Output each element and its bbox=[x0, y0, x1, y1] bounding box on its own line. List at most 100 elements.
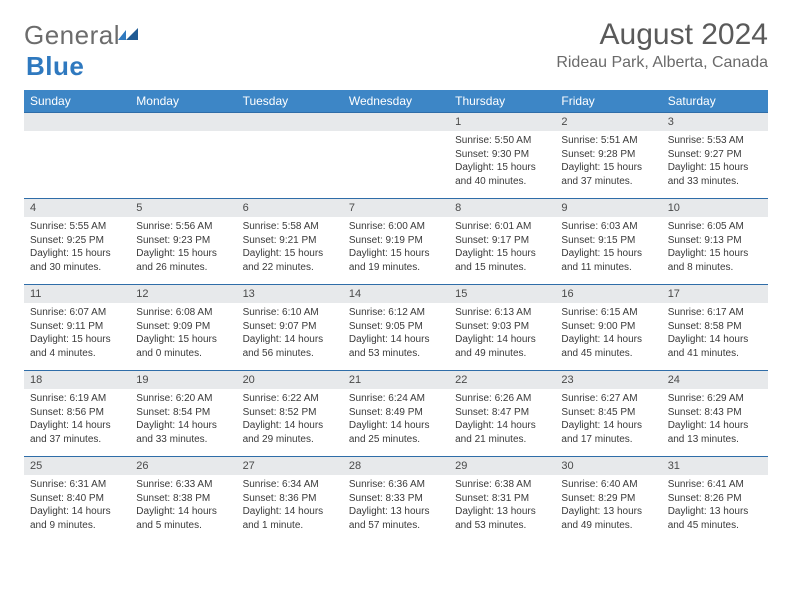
day-details: Sunrise: 5:58 AMSunset: 9:21 PMDaylight:… bbox=[237, 217, 343, 278]
sunset: Sunset: 8:49 PM bbox=[349, 406, 443, 420]
day-number: 30 bbox=[555, 457, 661, 475]
day-number: 31 bbox=[662, 457, 768, 475]
sunset: Sunset: 8:54 PM bbox=[136, 406, 230, 420]
day-details: Sunrise: 5:56 AMSunset: 9:23 PMDaylight:… bbox=[130, 217, 236, 278]
daylight: Daylight: 14 hours and 25 minutes. bbox=[349, 419, 443, 446]
day-number: 26 bbox=[130, 457, 236, 475]
day-number: 5 bbox=[130, 199, 236, 217]
day-details: Sunrise: 6:15 AMSunset: 9:00 PMDaylight:… bbox=[555, 303, 661, 364]
sunrise: Sunrise: 6:41 AM bbox=[668, 478, 762, 492]
flag-icon bbox=[118, 20, 142, 36]
sunrise: Sunrise: 6:31 AM bbox=[30, 478, 124, 492]
day-number: 18 bbox=[24, 371, 130, 389]
day-number: 25 bbox=[24, 457, 130, 475]
day-number: 16 bbox=[555, 285, 661, 303]
daylight: Daylight: 15 hours and 19 minutes. bbox=[349, 247, 443, 274]
day-details: Sunrise: 6:38 AMSunset: 8:31 PMDaylight:… bbox=[449, 475, 555, 536]
logo-text: General Blue bbox=[24, 18, 142, 82]
calendar-cell: 10Sunrise: 6:05 AMSunset: 9:13 PMDayligh… bbox=[662, 199, 768, 285]
location: Rideau Park, Alberta, Canada bbox=[556, 54, 768, 72]
sunrise: Sunrise: 6:38 AM bbox=[455, 478, 549, 492]
daylight: Daylight: 13 hours and 49 minutes. bbox=[561, 505, 655, 532]
sunrise: Sunrise: 6:22 AM bbox=[243, 392, 337, 406]
sunrise: Sunrise: 6:34 AM bbox=[243, 478, 337, 492]
sunrise: Sunrise: 5:56 AM bbox=[136, 220, 230, 234]
calendar-cell: 13Sunrise: 6:10 AMSunset: 9:07 PMDayligh… bbox=[237, 285, 343, 371]
daylight: Daylight: 14 hours and 5 minutes. bbox=[136, 505, 230, 532]
calendar-row: 1Sunrise: 5:50 AMSunset: 9:30 PMDaylight… bbox=[24, 113, 768, 199]
day-number: 19 bbox=[130, 371, 236, 389]
day-number: 20 bbox=[237, 371, 343, 389]
weekday-header: Sunday bbox=[24, 90, 130, 113]
sunset: Sunset: 8:33 PM bbox=[349, 492, 443, 506]
day-details: Sunrise: 5:55 AMSunset: 9:25 PMDaylight:… bbox=[24, 217, 130, 278]
day-number: 3 bbox=[662, 113, 768, 131]
day-details: Sunrise: 6:36 AMSunset: 8:33 PMDaylight:… bbox=[343, 475, 449, 536]
logo-part1: General bbox=[24, 20, 120, 50]
sunrise: Sunrise: 6:26 AM bbox=[455, 392, 549, 406]
weekday-header: Thursday bbox=[449, 90, 555, 113]
day-number: 12 bbox=[130, 285, 236, 303]
calendar-cell: 16Sunrise: 6:15 AMSunset: 9:00 PMDayligh… bbox=[555, 285, 661, 371]
sunset: Sunset: 9:21 PM bbox=[243, 234, 337, 248]
sunrise: Sunrise: 6:17 AM bbox=[668, 306, 762, 320]
day-number: 29 bbox=[449, 457, 555, 475]
sunset: Sunset: 9:09 PM bbox=[136, 320, 230, 334]
calendar-cell: 18Sunrise: 6:19 AMSunset: 8:56 PMDayligh… bbox=[24, 371, 130, 457]
day-details: Sunrise: 6:40 AMSunset: 8:29 PMDaylight:… bbox=[555, 475, 661, 536]
day-number: 9 bbox=[555, 199, 661, 217]
sunrise: Sunrise: 6:10 AM bbox=[243, 306, 337, 320]
day-details bbox=[343, 131, 449, 149]
daylight: Daylight: 15 hours and 4 minutes. bbox=[30, 333, 124, 360]
day-details bbox=[24, 131, 130, 149]
sunset: Sunset: 9:11 PM bbox=[30, 320, 124, 334]
weekday-header: Friday bbox=[555, 90, 661, 113]
day-details: Sunrise: 6:26 AMSunset: 8:47 PMDaylight:… bbox=[449, 389, 555, 450]
sunrise: Sunrise: 5:55 AM bbox=[30, 220, 124, 234]
sunrise: Sunrise: 6:36 AM bbox=[349, 478, 443, 492]
daylight: Daylight: 14 hours and 45 minutes. bbox=[561, 333, 655, 360]
calendar-cell: 6Sunrise: 5:58 AMSunset: 9:21 PMDaylight… bbox=[237, 199, 343, 285]
calendar-row: 4Sunrise: 5:55 AMSunset: 9:25 PMDaylight… bbox=[24, 199, 768, 285]
day-details: Sunrise: 5:50 AMSunset: 9:30 PMDaylight:… bbox=[449, 131, 555, 192]
sunrise: Sunrise: 6:15 AM bbox=[561, 306, 655, 320]
day-number: 10 bbox=[662, 199, 768, 217]
daylight: Daylight: 13 hours and 53 minutes. bbox=[455, 505, 549, 532]
sunset: Sunset: 9:05 PM bbox=[349, 320, 443, 334]
daylight: Daylight: 14 hours and 13 minutes. bbox=[668, 419, 762, 446]
day-number: 27 bbox=[237, 457, 343, 475]
day-details: Sunrise: 6:01 AMSunset: 9:17 PMDaylight:… bbox=[449, 217, 555, 278]
calendar-cell: 29Sunrise: 6:38 AMSunset: 8:31 PMDayligh… bbox=[449, 457, 555, 543]
sunset: Sunset: 9:25 PM bbox=[30, 234, 124, 248]
sunrise: Sunrise: 6:03 AM bbox=[561, 220, 655, 234]
calendar-cell: 26Sunrise: 6:33 AMSunset: 8:38 PMDayligh… bbox=[130, 457, 236, 543]
daylight: Daylight: 15 hours and 8 minutes. bbox=[668, 247, 762, 274]
calendar-cell: 23Sunrise: 6:27 AMSunset: 8:45 PMDayligh… bbox=[555, 371, 661, 457]
day-details: Sunrise: 6:13 AMSunset: 9:03 PMDaylight:… bbox=[449, 303, 555, 364]
calendar-cell bbox=[130, 113, 236, 199]
daylight: Daylight: 14 hours and 53 minutes. bbox=[349, 333, 443, 360]
weekday-header: Wednesday bbox=[343, 90, 449, 113]
calendar-cell: 27Sunrise: 6:34 AMSunset: 8:36 PMDayligh… bbox=[237, 457, 343, 543]
sunrise: Sunrise: 6:20 AM bbox=[136, 392, 230, 406]
daylight: Daylight: 14 hours and 41 minutes. bbox=[668, 333, 762, 360]
day-number: 1 bbox=[449, 113, 555, 131]
day-details: Sunrise: 6:19 AMSunset: 8:56 PMDaylight:… bbox=[24, 389, 130, 450]
month-title: August 2024 bbox=[556, 18, 768, 52]
daylight: Daylight: 14 hours and 56 minutes. bbox=[243, 333, 337, 360]
daylight: Daylight: 15 hours and 33 minutes. bbox=[668, 161, 762, 188]
day-number: 7 bbox=[343, 199, 449, 217]
day-details: Sunrise: 6:20 AMSunset: 8:54 PMDaylight:… bbox=[130, 389, 236, 450]
daylight: Daylight: 15 hours and 11 minutes. bbox=[561, 247, 655, 274]
calendar: SundayMondayTuesdayWednesdayThursdayFrid… bbox=[24, 90, 768, 543]
sunset: Sunset: 9:28 PM bbox=[561, 148, 655, 162]
calendar-cell: 15Sunrise: 6:13 AMSunset: 9:03 PMDayligh… bbox=[449, 285, 555, 371]
calendar-cell: 17Sunrise: 6:17 AMSunset: 8:58 PMDayligh… bbox=[662, 285, 768, 371]
daylight: Daylight: 14 hours and 17 minutes. bbox=[561, 419, 655, 446]
day-number: 17 bbox=[662, 285, 768, 303]
calendar-row: 25Sunrise: 6:31 AMSunset: 8:40 PMDayligh… bbox=[24, 457, 768, 543]
day-number: 21 bbox=[343, 371, 449, 389]
sunrise: Sunrise: 6:12 AM bbox=[349, 306, 443, 320]
day-number: 8 bbox=[449, 199, 555, 217]
sunset: Sunset: 8:38 PM bbox=[136, 492, 230, 506]
